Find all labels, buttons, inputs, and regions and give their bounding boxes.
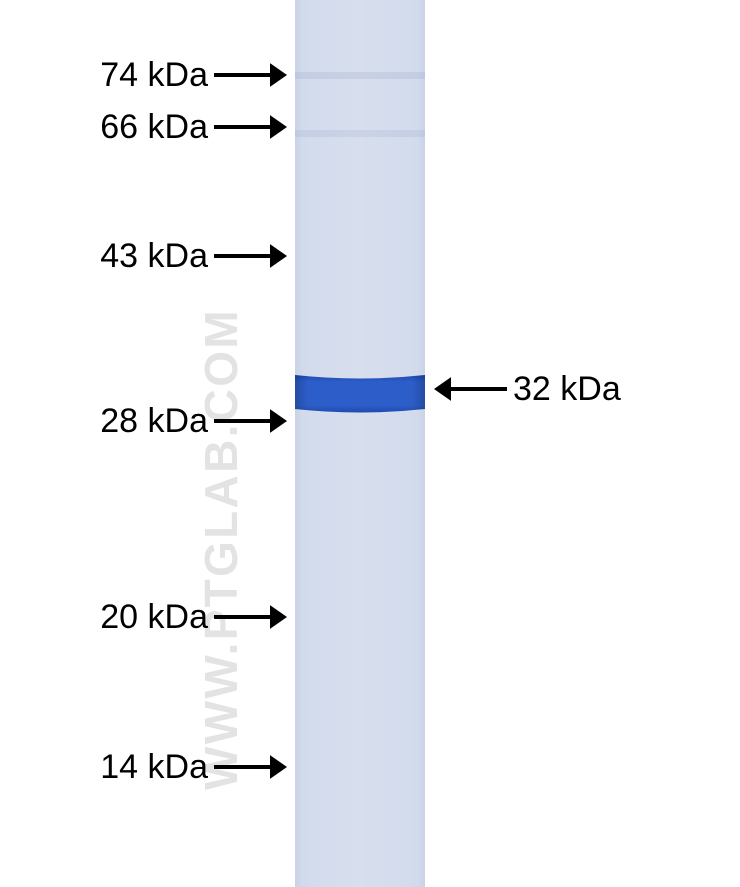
ladder-label: 66 kDa	[100, 110, 208, 144]
ladder-mark: 66 kDa	[100, 110, 287, 144]
ladder-mark: 14 kDa	[100, 750, 287, 784]
sample-mark: 32 kDa	[434, 372, 621, 406]
faint-band	[295, 130, 425, 137]
ladder-mark: 28 kDa	[100, 404, 287, 438]
ladder-label: 74 kDa	[100, 58, 208, 92]
ladder-mark: 74 kDa	[100, 58, 287, 92]
arrow-left-icon	[434, 372, 507, 406]
arrow-right-icon	[214, 239, 287, 273]
ladder-label: 28 kDa	[100, 404, 208, 438]
ladder-mark: 20 kDa	[100, 600, 287, 634]
ladder-label: 43 kDa	[100, 239, 208, 273]
protein-band	[295, 375, 425, 411]
ladder-label: 14 kDa	[100, 750, 208, 784]
arrow-right-icon	[214, 750, 287, 784]
arrow-right-icon	[214, 110, 287, 144]
ladder-label: 20 kDa	[100, 600, 208, 634]
faint-band	[295, 72, 425, 79]
arrow-right-icon	[214, 600, 287, 634]
arrow-right-icon	[214, 58, 287, 92]
arrow-right-icon	[214, 404, 287, 438]
sample-label: 32 kDa	[513, 372, 621, 406]
ladder-mark: 43 kDa	[100, 239, 287, 273]
watermark-text: WWW.PTGLAB.COM	[194, 100, 248, 790]
